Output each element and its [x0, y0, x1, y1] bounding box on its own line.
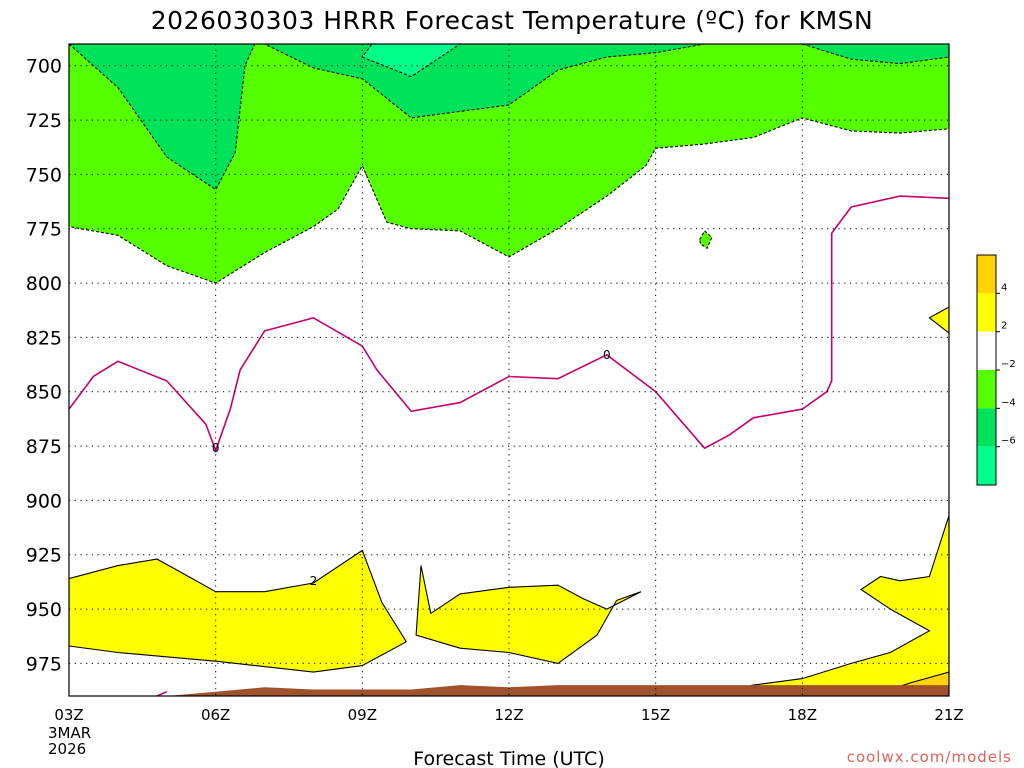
y-tick-label: 775	[26, 219, 62, 241]
ground-layer	[117, 685, 949, 696]
colorbar-segment	[977, 293, 996, 332]
credit-text: coolwx.com/models	[847, 748, 1012, 766]
x-tick-label: 06Z	[201, 706, 230, 724]
y-tick-label: 850	[26, 382, 62, 404]
temp-region-7	[704, 515, 949, 696]
colorbar-tick-label: −6	[1001, 436, 1016, 447]
grid-lines	[68, 44, 950, 696]
y-tick-label: 925	[26, 545, 62, 567]
chart-title: 2026030303 HRRR Forecast Temperature (ºC…	[151, 6, 873, 35]
y-tick-label: 975	[26, 653, 62, 675]
contour-label: 2	[310, 574, 318, 588]
temperature-regions	[69, 44, 949, 696]
y-tick-label: 750	[26, 164, 62, 186]
contour-label: 0	[212, 441, 220, 455]
colorbar-tick-label: 4	[1001, 282, 1007, 293]
x-tick-label: 09Z	[348, 706, 377, 724]
colorbar-tick-label: −4	[1001, 397, 1016, 408]
zero-isotherm-layer	[69, 195, 949, 696]
colorbar-segment	[977, 255, 996, 294]
x-tick-label: 18Z	[788, 706, 817, 724]
temp-region-1	[69, 44, 949, 284]
y-tick-label: 825	[26, 327, 62, 349]
y-tick-label: 950	[26, 599, 62, 621]
contour-labels: 0 0 2	[212, 348, 611, 588]
x-tick-label: 21Z	[934, 706, 963, 724]
zero-isotherm-fragment	[156, 690, 168, 696]
y-tick-label: 875	[26, 436, 62, 458]
x-tick-label: 12Z	[494, 706, 523, 724]
colorbar: 4 2 −2 −4 −6	[976, 254, 1016, 486]
colorbar-segment	[977, 370, 996, 409]
plot-frame	[68, 43, 950, 697]
x-tick-date-label: 3MAR	[48, 724, 91, 742]
x-tick-date-label: 2026	[48, 740, 86, 758]
y-axis-labels: 700 725 750 775 800 825 850 875 900 925 950 975	[26, 56, 62, 676]
y-tick-label: 900	[26, 490, 62, 512]
x-tick-label: 15Z	[641, 706, 670, 724]
temp-region-6	[415, 565, 642, 664]
colorbar-tick-label: 2	[1001, 321, 1007, 332]
temp-region-8	[928, 306, 949, 334]
temp-region-5	[69, 549, 408, 673]
x-axis-title: Forecast Time (UTC)	[413, 748, 604, 768]
ground-surface	[117, 685, 949, 696]
zero-isotherm-line	[69, 195, 949, 453]
colorbar-tick-label: −2	[1001, 359, 1016, 370]
colorbar-segment	[977, 446, 996, 485]
colorbar-segment	[977, 408, 996, 447]
colorbar-segment	[977, 331, 996, 370]
temp-region-2	[699, 230, 713, 250]
y-tick-label: 800	[26, 273, 62, 295]
x-tick-label: 03Z	[54, 706, 83, 724]
y-tick-label: 700	[26, 56, 62, 78]
temp-region-4	[361, 44, 462, 78]
contour-label: 0	[603, 348, 611, 362]
y-tick-label: 725	[26, 110, 62, 132]
